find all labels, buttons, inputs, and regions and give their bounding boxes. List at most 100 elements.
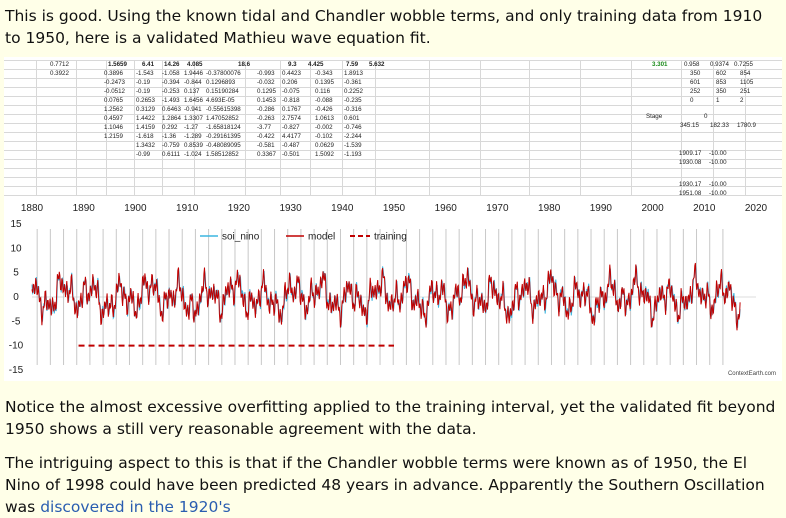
model-line — [31, 262, 741, 331]
spreadsheet-area: 0.7712 0.3922 1.5659 6.41 14.26 4.085 18.6 9.3 4… — [4, 57, 782, 199]
sheet-cell: 350 — [690, 70, 701, 77]
sheet-header-cell: 6.41 — [142, 61, 155, 68]
sheet-cell: -1.024 — [184, 151, 202, 158]
sheet-header-cell: 4.085 — [187, 61, 203, 68]
sheet-cell: -0.818 — [282, 97, 300, 104]
x-tick-label: 2000 — [641, 203, 664, 214]
grid-line — [310, 60, 311, 195]
sheet-cell: 2.7574 — [282, 115, 301, 122]
sheet-cell: 1.2864 — [162, 115, 181, 122]
sheet-cell: 0.7255 — [734, 61, 753, 68]
sheet-cell: 0.0765 — [104, 97, 123, 104]
sheet-cell: 601 — [690, 79, 701, 86]
grid-line — [36, 60, 37, 195]
grid-line — [529, 60, 530, 195]
grid-line — [745, 60, 746, 195]
legend-soi: soi_nino — [222, 232, 260, 243]
sheet-cell: 0.4597 — [104, 115, 123, 122]
y-tick-label: -15 — [9, 365, 24, 376]
sheet-cell: 0.9374 — [710, 61, 729, 68]
x-tick-label: 1920 — [228, 203, 251, 214]
grid-line — [713, 60, 714, 195]
legend-training: training — [374, 232, 407, 243]
sheet-cell: -0.088 — [315, 97, 333, 104]
x-tick-label: 1900 — [124, 203, 147, 214]
grid-line — [4, 78, 782, 79]
sheet-cell: -1.543 — [136, 70, 154, 77]
sheet-cell: 0.6463 — [162, 106, 181, 113]
sheet-cell: 1.2159 — [104, 133, 123, 140]
sheet-cell: 1.6456 — [184, 97, 203, 104]
sheet-cell: 1105 — [740, 79, 754, 86]
sheet-cell: 1.9446 — [184, 70, 203, 77]
sheet-cell: -0.55615398 — [206, 106, 241, 113]
sheet-cell: -1.539 — [344, 142, 362, 149]
grid-line — [4, 141, 782, 142]
credit-text: ContextEarth.com — [728, 371, 776, 377]
grid-line — [4, 114, 782, 115]
sheet-cell: 0.137 — [184, 88, 200, 95]
grid-line — [4, 87, 782, 88]
sheet-cell: 0.6111 — [162, 151, 181, 158]
sheet-header-cell: 1.5659 — [108, 61, 127, 68]
grid-line — [681, 60, 682, 195]
grid-line — [4, 69, 782, 70]
sheet-cell: 4.693E-05 — [206, 97, 235, 104]
grid-line — [429, 60, 430, 195]
sheet-cell: -0.316 — [344, 106, 362, 113]
sheet-cell: 0.7712 — [50, 61, 69, 68]
sheet-cell: 0.958 — [684, 61, 700, 68]
y-tick-label: -10 — [9, 341, 24, 352]
sheet-cell: -3.77 — [257, 124, 272, 131]
sheet-cell: 1930.17 — [679, 181, 702, 188]
sheet-cell: 0.3896 — [104, 70, 123, 77]
y-tick-label: 10 — [10, 243, 22, 254]
sheet-cell: 0.2653 — [136, 97, 155, 104]
sheet-cell: -0.581 — [257, 142, 275, 149]
sheet-cell: 1.8913 — [344, 70, 363, 77]
x-tick-label: 1930 — [279, 203, 302, 214]
x-tick-label: 1990 — [590, 203, 613, 214]
grid-line — [375, 60, 376, 195]
sheet-cell: 0.4423 — [282, 70, 301, 77]
sheet-cell: -0.002 — [315, 124, 333, 131]
grid-line — [4, 123, 782, 124]
sheet-cell: 1.4422 — [136, 115, 155, 122]
grid-line — [4, 105, 782, 106]
sheet-cell: -0.844 — [184, 79, 202, 86]
sheet-cell: 0.1395 — [315, 79, 334, 86]
sheet-cell: -0.426 — [315, 106, 333, 113]
sheet-cell: 602 — [716, 70, 727, 77]
grid-line — [580, 60, 581, 195]
sheet-highlight-cell: 3.301 — [652, 61, 668, 68]
grid-line — [194, 60, 195, 195]
sheet-cell: 0.3367 — [257, 151, 276, 158]
x-tick-label: 1980 — [538, 203, 561, 214]
grid-line — [342, 60, 343, 195]
sheet-cell: -0.827 — [282, 124, 300, 131]
sheet-cell: -0.99 — [136, 151, 151, 158]
sheet-header-cell: 9.3 — [288, 61, 297, 68]
y-tick-label: -5 — [12, 316, 21, 327]
grid-line — [4, 177, 782, 178]
sheet-cell: 0.3922 — [50, 70, 69, 77]
sheet-cell: -0.37800076 — [206, 70, 241, 77]
sheet-cell: -0.487 — [282, 142, 300, 149]
sheet-cell: 0 — [690, 97, 694, 104]
sheet-cell: -1.618 — [136, 133, 154, 140]
sheet-cell: -10.00 — [709, 190, 727, 197]
sheet-cell: -0.2473 — [104, 79, 125, 86]
sheet-cell: 1.58512852 — [206, 151, 239, 158]
sheet-cell: -0.501 — [282, 151, 300, 158]
grid-line — [280, 60, 281, 195]
stage-label: Stage — [646, 113, 663, 120]
discovered-link[interactable]: discovered in the 1920's — [40, 498, 231, 516]
grid-line — [4, 195, 782, 196]
sheet-cell: -0.394 — [162, 79, 180, 86]
overfitting-paragraph: Notice the almost excessive overfitting … — [5, 398, 776, 438]
sheet-header-cell: 7.59 — [346, 61, 359, 68]
grid-line — [106, 60, 107, 195]
sheet-cell: 2 — [740, 97, 744, 104]
sheet-cell: -10.00 — [709, 159, 727, 166]
sheet-cell: -0.19 — [136, 88, 151, 95]
